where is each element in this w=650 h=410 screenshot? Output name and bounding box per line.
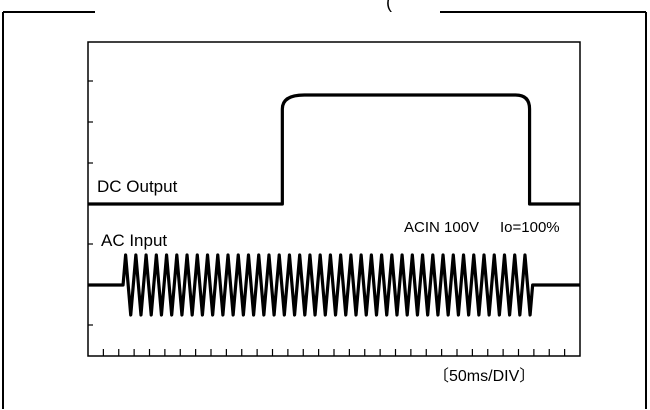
- ac-input-series-line: [88, 253, 580, 317]
- outer-frame: [2, 11, 647, 409]
- header-fragment: (: [386, 0, 392, 12]
- dc-output-label: DC Output: [97, 177, 178, 196]
- load-annotation: Io=100%: [500, 219, 560, 236]
- x-unit-label: 〔50ms/DIV〕: [433, 367, 535, 385]
- x-axis-ticks: [102, 349, 566, 356]
- condition-annotation: ACIN 100V: [404, 219, 479, 236]
- ac-input-label: AC Input: [101, 231, 167, 250]
- dc-output-series-line: [88, 93, 580, 206]
